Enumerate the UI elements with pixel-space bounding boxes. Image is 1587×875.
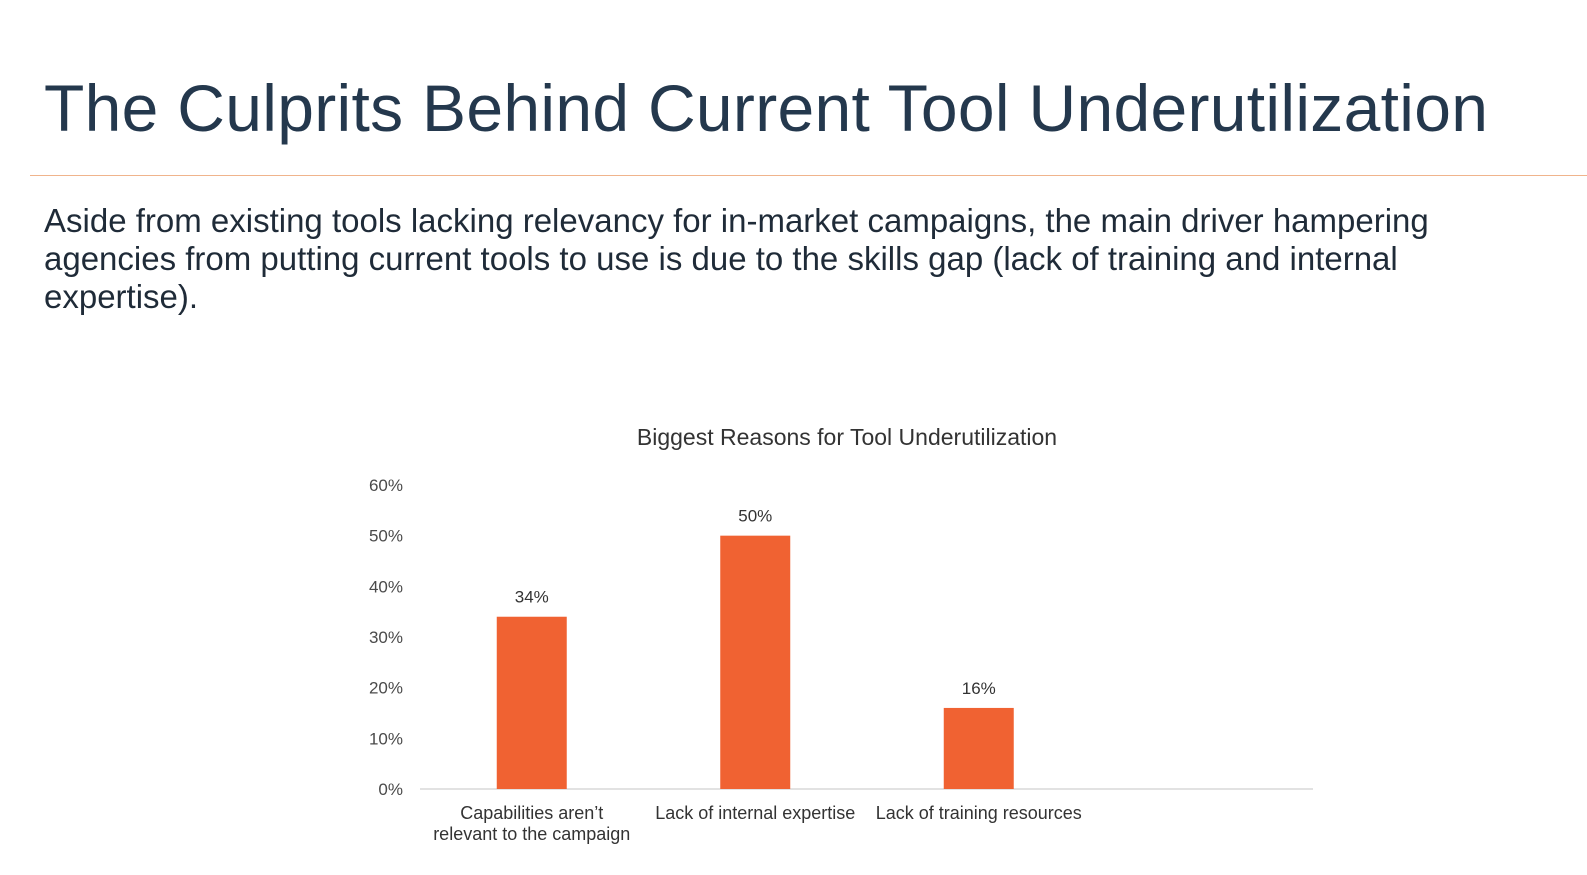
- y-tick-label: 20%: [369, 679, 403, 698]
- y-tick-label: 40%: [369, 577, 403, 596]
- y-tick-label: 0%: [378, 780, 403, 799]
- title-divider: [30, 175, 1587, 176]
- bar-data-label: 34%: [515, 588, 549, 607]
- bar: [943, 707, 1014, 789]
- y-tick-label: 10%: [369, 729, 403, 748]
- y-tick-label: 50%: [369, 527, 403, 546]
- bar: [496, 616, 567, 789]
- y-tick-label: 30%: [369, 628, 403, 647]
- y-tick-label: 60%: [369, 476, 403, 495]
- bar: [720, 535, 791, 789]
- chart-title: Biggest Reasons for Tool Underutilizatio…: [637, 424, 1057, 450]
- slide-title: The Culprits Behind Current Tool Underut…: [44, 71, 1489, 145]
- bar-data-label: 16%: [962, 679, 996, 698]
- x-category-label: Capabilities aren’t: [460, 803, 603, 823]
- bar-data-label: 50%: [738, 507, 772, 526]
- slide-body-text: Aside from existing tools lacking releva…: [44, 202, 1429, 315]
- x-category-label: relevant to the campaign: [433, 824, 630, 844]
- x-category-label: Lack of internal expertise: [655, 803, 855, 823]
- x-category-label: Lack of training resources: [876, 803, 1082, 823]
